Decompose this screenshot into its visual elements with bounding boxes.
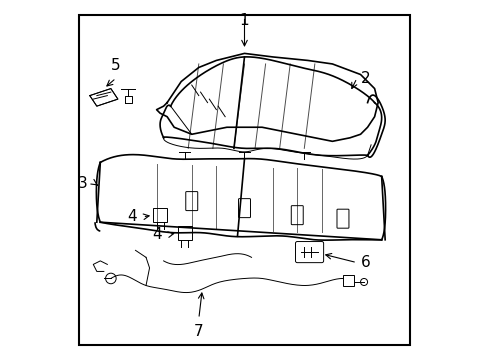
Text: 4: 4 (152, 227, 162, 242)
Bar (153, 208, 167, 222)
Text: 3: 3 (78, 176, 88, 191)
Bar (177, 226, 191, 240)
Text: 2: 2 (360, 71, 369, 86)
Text: 5: 5 (111, 58, 121, 73)
Text: 6: 6 (360, 255, 369, 270)
Text: 4: 4 (127, 210, 137, 224)
Text: 1: 1 (239, 13, 249, 28)
Polygon shape (90, 89, 118, 106)
Text: 7: 7 (194, 324, 203, 339)
Bar (342, 275, 353, 285)
